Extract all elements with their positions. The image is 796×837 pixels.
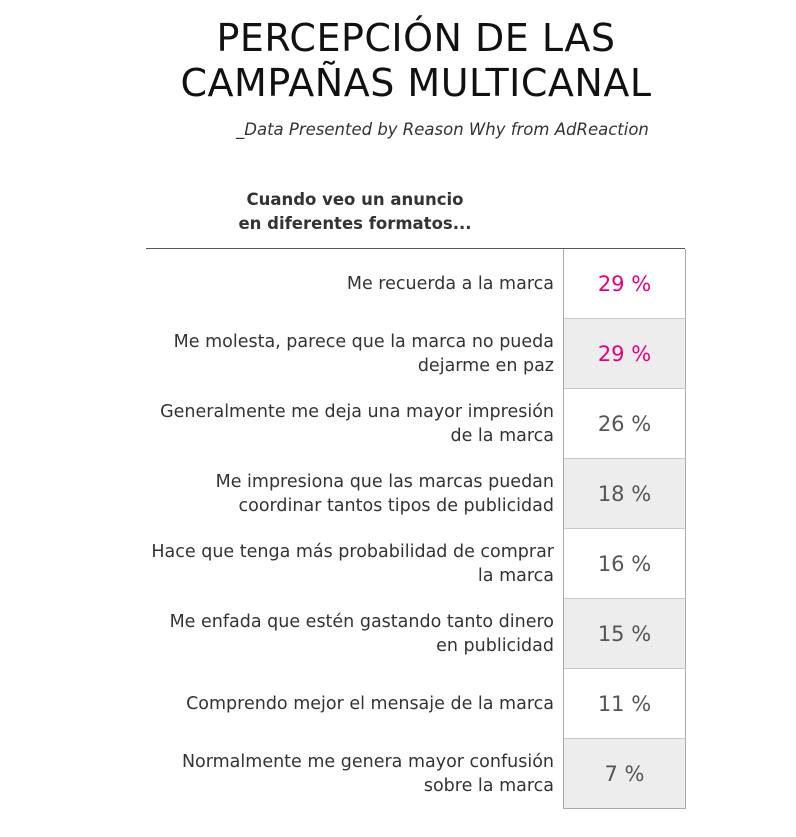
table-row: Me molesta, parece que la marca no pueda… <box>146 319 686 389</box>
row-value: 18 % <box>563 459 686 529</box>
table-row: Normalmente me genera mayor confusión so… <box>146 739 686 809</box>
row-value: 29 % <box>563 319 686 389</box>
table-row: Generalmente me deja una mayor impresión… <box>146 389 686 459</box>
page-title: PERCEPCIÓN DE LAS CAMPAÑAS MULTICANAL <box>0 16 796 106</box>
table-row: Me impresiona que las marcas puedan coor… <box>146 459 686 529</box>
table-row: Me enfada que estén gastando tanto diner… <box>146 599 686 669</box>
data-table: Me recuerda a la marca 29 % Me molesta, pa… <box>146 249 686 809</box>
table-row: Hace que tenga más probabilidad de compr… <box>146 529 686 599</box>
row-label: Hace que tenga más probabilidad de compr… <box>151 542 554 586</box>
title-line-2: CAMPAÑAS MULTICANAL <box>180 61 652 105</box>
row-value: 26 % <box>563 389 686 459</box>
table-row: Comprendo mejor el mensaje de la marca 11… <box>146 669 686 739</box>
row-value: 7 % <box>563 739 686 809</box>
row-label: Me enfada que estén gastando tanto diner… <box>169 612 554 656</box>
row-label: Me impresiona que las marcas puedan coor… <box>215 472 554 516</box>
row-label: Generalmente me deja una mayor impresión… <box>160 402 554 446</box>
title-line-1: PERCEPCIÓN DE LAS <box>216 16 616 60</box>
column-header-line-1: Cuando veo un anuncio <box>246 190 464 209</box>
row-value: 29 % <box>563 249 686 319</box>
row-value: 15 % <box>563 599 686 669</box>
subtitle: _Data Presented by Reason Why from AdRea… <box>236 120 649 139</box>
row-label: Normalmente me genera mayor confusión so… <box>181 752 554 796</box>
column-header-line-2: en diferentes formatos... <box>238 214 472 233</box>
row-label: Me molesta, parece que la marca no pueda… <box>173 332 554 376</box>
table-row: Me recuerda a la marca 29 % <box>146 249 686 319</box>
row-value: 11 % <box>563 669 686 739</box>
column-header: Cuando veo un anuncio en diferentes form… <box>230 188 480 236</box>
header-divider <box>146 248 685 249</box>
row-label: Me recuerda a la marca <box>346 274 554 294</box>
row-value: 16 % <box>563 529 686 599</box>
row-label: Comprendo mejor el mensaje de la marca <box>186 694 554 714</box>
